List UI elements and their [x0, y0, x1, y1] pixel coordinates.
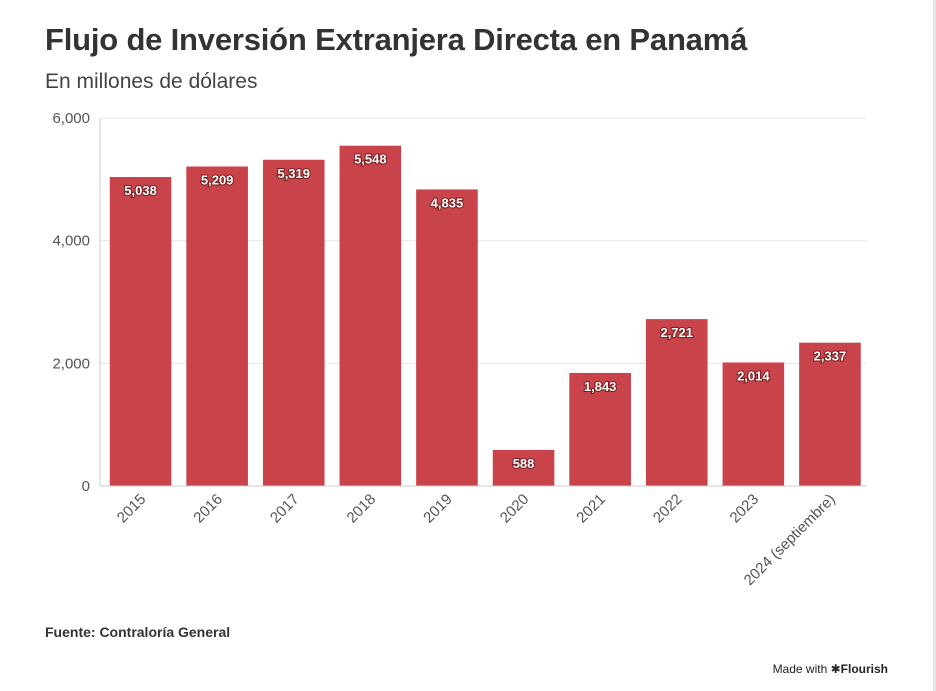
bar	[645, 319, 708, 486]
bar	[339, 145, 402, 487]
x-category-label: 2016	[190, 491, 226, 527]
bar-value-label: 5,209	[201, 173, 234, 188]
y-tick-label: 6,000	[52, 110, 90, 127]
bar	[722, 362, 785, 486]
bar-value-label: 2,721	[660, 325, 693, 340]
bar-value-label: 1,843	[584, 379, 617, 394]
bar-value-label: 5,038	[124, 183, 157, 198]
x-category-label: 2015	[114, 491, 150, 527]
bar-value-label: 2,014	[737, 368, 770, 383]
x-category-label: 2021	[573, 491, 609, 527]
x-category-label: 2018	[344, 491, 380, 527]
made-with-text: Made with	[772, 662, 828, 676]
bar	[262, 159, 325, 486]
x-category-label: 2017	[267, 491, 303, 527]
y-tick-label: 2,000	[52, 355, 90, 372]
bar-value-label: 5,319	[277, 166, 310, 181]
flourish-logo: ✱Flourish	[830, 662, 888, 676]
x-category-label: 2022	[650, 491, 686, 527]
bar	[569, 372, 631, 486]
bar-value-label: 2,337	[814, 349, 847, 364]
bar	[492, 449, 555, 486]
y-tick-label: 4,000	[52, 233, 90, 250]
x-category-label: 2019	[420, 491, 456, 527]
chart-subtitle: En millones de dólares	[45, 70, 258, 93]
bar	[186, 166, 248, 487]
frame-edge	[933, 0, 936, 691]
x-category-label: 2020	[497, 491, 533, 527]
x-category-label: 2023	[727, 491, 763, 527]
made-with-flourish-link[interactable]: Made with ✱Flourish	[773, 662, 888, 676]
bar	[416, 189, 478, 486]
bar-value-label: 5,548	[354, 152, 387, 167]
y-tick-label: 0	[82, 478, 90, 495]
source-note: Fuente: Contraloría General	[45, 624, 231, 640]
chart-title: Flujo de Inversión Extranjera Directa en…	[45, 22, 748, 57]
bar	[799, 342, 861, 486]
bar-value-label: 4,835	[431, 195, 464, 210]
bar	[109, 177, 172, 486]
bar-value-label: 588	[513, 456, 535, 471]
